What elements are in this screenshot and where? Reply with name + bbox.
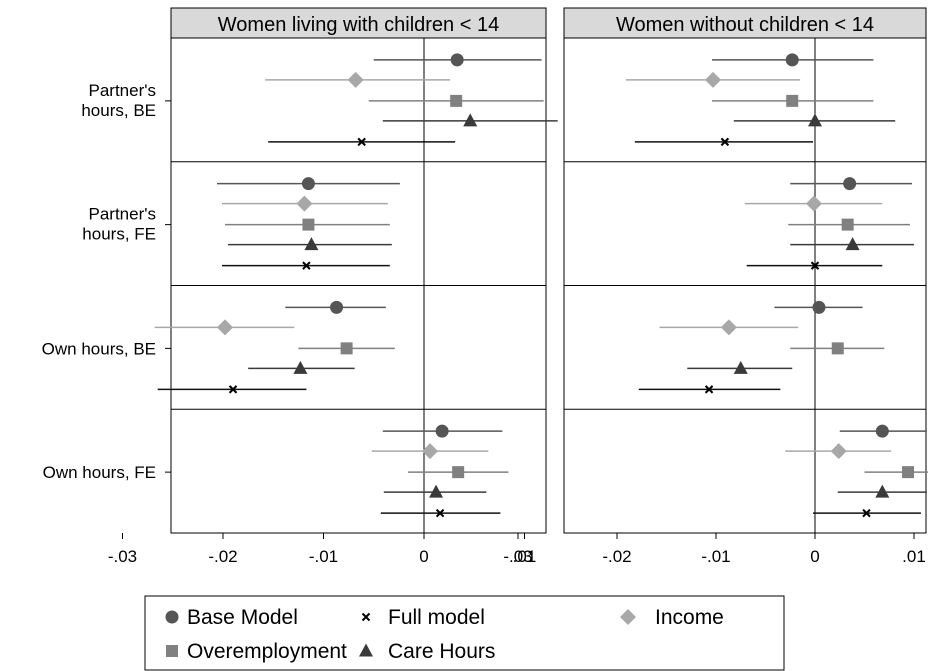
legend-label: Full model bbox=[388, 606, 485, 629]
point-marker bbox=[301, 177, 315, 191]
x-tick-label: -.02 bbox=[208, 547, 237, 566]
point-marker bbox=[830, 443, 847, 460]
legend-marker bbox=[166, 645, 178, 657]
legend-marker bbox=[361, 612, 371, 622]
x-tick-label: .01 bbox=[513, 547, 537, 566]
point-marker bbox=[841, 218, 854, 231]
x-tick-label: -.03 bbox=[108, 547, 137, 566]
point-marker bbox=[810, 261, 820, 270]
point-marker bbox=[812, 300, 826, 314]
legend-marker bbox=[620, 609, 636, 625]
point-marker bbox=[304, 237, 319, 251]
point-marker bbox=[875, 484, 890, 498]
legend-box bbox=[144, 595, 785, 671]
point-marker bbox=[357, 137, 366, 147]
point-marker bbox=[422, 443, 439, 460]
row-label: hours, FE bbox=[82, 225, 156, 244]
point-marker bbox=[862, 508, 871, 518]
point-marker bbox=[463, 113, 478, 127]
row-label: hours, BE bbox=[81, 101, 156, 120]
row-label: Partner's bbox=[89, 205, 157, 224]
x-tick-label: 0 bbox=[810, 547, 819, 566]
point-marker bbox=[450, 94, 463, 107]
legend-marker bbox=[359, 643, 373, 657]
point-marker bbox=[705, 71, 722, 88]
point-marker bbox=[845, 237, 860, 251]
legend-label: Care Hours bbox=[388, 640, 495, 663]
point-marker bbox=[843, 177, 857, 191]
panel-header bbox=[170, 7, 547, 39]
point-marker bbox=[733, 360, 748, 374]
row-label: Partner's bbox=[89, 81, 157, 100]
x-tick-label: -.03 bbox=[503, 547, 532, 566]
row-label: Own hours, FE bbox=[43, 463, 156, 482]
point-marker bbox=[302, 261, 311, 270]
x-tick-label: .01 bbox=[902, 547, 926, 566]
point-marker bbox=[806, 195, 823, 212]
point-marker bbox=[786, 94, 799, 107]
point-marker bbox=[435, 424, 449, 438]
panel-header bbox=[563, 7, 927, 39]
point-marker bbox=[720, 137, 730, 147]
point-marker bbox=[435, 508, 445, 518]
point-marker bbox=[302, 218, 315, 231]
legend-label: Base Model bbox=[187, 606, 298, 629]
x-tick-label: -.01 bbox=[309, 547, 338, 566]
panel-title: Women living with children < 14 bbox=[218, 14, 499, 36]
point-marker bbox=[217, 319, 234, 336]
point-marker bbox=[452, 466, 465, 479]
x-tick-label: 0 bbox=[419, 547, 428, 566]
x-tick-label: -.01 bbox=[701, 547, 730, 566]
point-marker bbox=[296, 195, 313, 212]
legend-label: Overemployment bbox=[187, 640, 347, 663]
point-marker bbox=[450, 53, 464, 67]
point-marker bbox=[347, 71, 364, 88]
point-marker bbox=[228, 385, 238, 394]
row-label: Own hours, BE bbox=[42, 339, 156, 358]
legend-label: Income bbox=[655, 606, 724, 629]
panel-title: Women without children < 14 bbox=[616, 14, 874, 36]
point-marker bbox=[330, 300, 344, 314]
point-marker bbox=[902, 466, 915, 479]
point-marker bbox=[340, 342, 353, 355]
point-marker bbox=[831, 342, 844, 355]
legend-marker bbox=[165, 610, 179, 624]
point-marker bbox=[808, 113, 822, 127]
point-marker bbox=[720, 319, 737, 336]
point-marker bbox=[785, 53, 799, 67]
x-tick-label: -.02 bbox=[602, 547, 631, 566]
point-marker bbox=[293, 360, 308, 374]
point-marker bbox=[429, 484, 444, 498]
point-marker bbox=[704, 385, 714, 394]
point-marker bbox=[875, 424, 889, 438]
